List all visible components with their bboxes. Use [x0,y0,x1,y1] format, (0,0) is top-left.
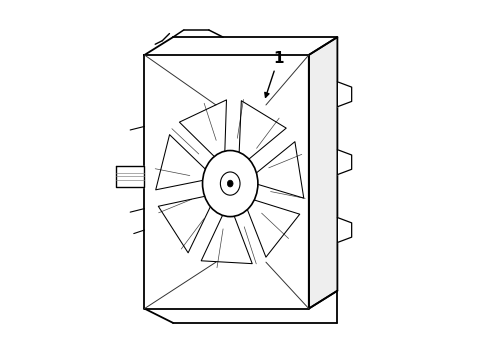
Ellipse shape [202,150,257,217]
Polygon shape [337,82,351,107]
Ellipse shape [227,180,233,187]
Polygon shape [337,150,351,175]
Polygon shape [253,142,303,198]
Polygon shape [201,211,252,264]
Ellipse shape [220,172,240,195]
Polygon shape [308,37,337,309]
Polygon shape [144,55,308,309]
Polygon shape [158,196,212,253]
Polygon shape [116,166,144,187]
Text: 1: 1 [264,51,283,97]
Polygon shape [179,100,226,159]
Polygon shape [155,135,207,190]
Polygon shape [239,101,285,162]
Polygon shape [245,199,299,257]
Polygon shape [337,217,351,243]
